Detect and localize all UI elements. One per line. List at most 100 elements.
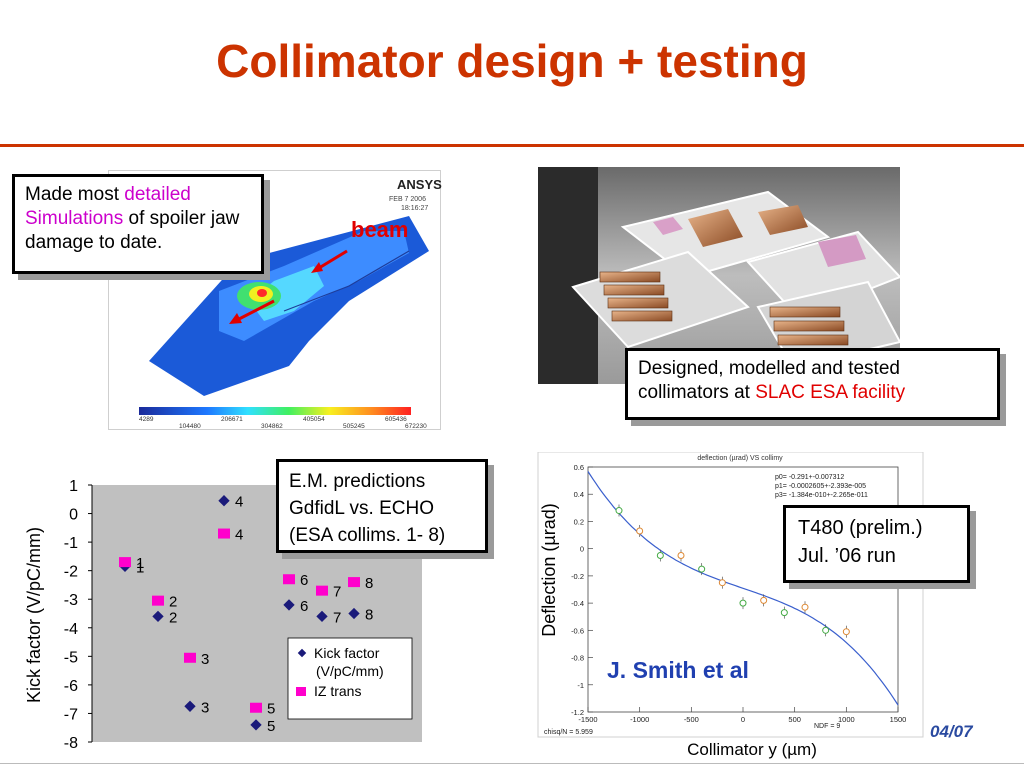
deflection-y-tick-label: 0.2 xyxy=(574,517,584,526)
iz-trans-point-label: 5 xyxy=(267,701,275,718)
colorbar-labels-bottom: 104480 304862 505245 672230 xyxy=(179,423,427,430)
em-callout-line-1: E.M. predictions xyxy=(289,471,426,492)
deflection-point xyxy=(780,609,788,617)
kick-factor-point-label: 1 xyxy=(136,559,144,576)
kick-factor-point xyxy=(316,610,328,623)
em-predictions-callout: E.M. predictions GdfidL vs. ECHO (ESA co… xyxy=(276,459,488,553)
kick-factor-point xyxy=(152,610,164,623)
legend-kick-factor: Kick factor xyxy=(314,645,380,661)
colorbar-label: 405054 xyxy=(303,416,325,423)
deflection-point xyxy=(801,603,809,611)
collimator-jaw-pink-1 xyxy=(653,217,683,235)
collimator-jaw-copper-2 xyxy=(758,205,808,235)
collimator-photo xyxy=(538,167,900,384)
collimator-stack-left xyxy=(599,271,673,322)
kick-y-tick-label: -6 xyxy=(64,678,78,695)
kick-y-tick-label: -2 xyxy=(64,564,78,581)
deflection-y-tick-label: -0.6 xyxy=(571,626,584,635)
deflection-y-tick-label: -1 xyxy=(577,681,584,690)
legend-kick-units: (V/pC/mm) xyxy=(316,663,384,679)
t480-callout-line-2: Jul. ’06 run xyxy=(798,545,896,567)
iz-trans-point xyxy=(152,595,164,606)
beam-arrow-upper xyxy=(318,249,348,270)
ansys-date: FEB 7 2006 xyxy=(389,196,426,203)
slide-title: Collimator design + testing xyxy=(216,35,808,87)
t480-callout-line-1: T480 (prelim.) xyxy=(798,517,923,539)
deflection-x-tick-label: 500 xyxy=(788,715,801,724)
deflection-y-axis-label: Deflection (µrad) xyxy=(539,503,559,636)
kick-y-ticks: 1 0 -1 -2 -3 -4 -5 -6 -7 -8 xyxy=(64,478,92,752)
ansys-logo: ANSYS xyxy=(397,177,442,192)
iz-trans-point-label: 6 xyxy=(300,572,308,589)
kick-legend xyxy=(287,637,413,720)
iz-trans-point-label: 2 xyxy=(169,594,177,611)
deflection-y-tick-label: 0.4 xyxy=(574,490,584,499)
deflection-point xyxy=(760,596,768,604)
kick-factor-point xyxy=(348,607,360,620)
kick-factor-chart: Kick factor (V/pC/mm) 1 0 -1 -2 -3 -4 -5 -6 -7 -8… xyxy=(0,455,430,755)
kick-y-tick-label: -7 xyxy=(64,706,78,723)
footer-date-fragment: 04/07 xyxy=(930,722,973,741)
legend-iz-trans: IZ trans xyxy=(314,683,361,699)
deflection-x-tick-label: -1500 xyxy=(578,715,597,724)
title-divider xyxy=(0,144,1024,147)
kick-factor-point-label: 6 xyxy=(300,598,308,615)
beam-label: beam xyxy=(351,217,408,242)
colorbar-label: 304862 xyxy=(261,423,283,430)
colorbar-label: 505245 xyxy=(343,423,365,430)
plate-edge xyxy=(283,250,410,312)
ndf-label: NDF = 9 xyxy=(814,723,840,730)
deflection-point xyxy=(842,628,850,636)
legend-marker-iz xyxy=(296,687,306,696)
fit-param-p1: p1= -0.0002605+-2.393e-005 xyxy=(775,483,866,490)
colorbar xyxy=(139,407,411,415)
deflection-title: deflection (µrad) VS collimy xyxy=(697,455,783,462)
iz-trans-point xyxy=(316,585,328,596)
beam-arrowhead-lower xyxy=(229,313,242,324)
deflection-y-tick-label: -0.8 xyxy=(571,654,584,663)
chisq-label: chisq/N = 5.959 xyxy=(544,729,593,736)
iz-trans-point-label: 7 xyxy=(333,584,341,601)
colorbar-label: 206671 xyxy=(221,416,243,423)
t480-callout: T480 (prelim.) Jul. ’06 run xyxy=(783,505,970,583)
simulation-callout: Made most detailed Simulations of spoile… xyxy=(12,174,264,274)
legend-marker-kick xyxy=(297,648,307,658)
kick-factor-point-label: 4 xyxy=(235,494,243,511)
deflection-y-tick-label: 0.6 xyxy=(574,463,584,472)
fit-param-p0: p0= -0.291+-0.007312 xyxy=(775,474,844,481)
iz-trans-point xyxy=(250,702,262,713)
citation: J. Smith et al xyxy=(607,657,749,683)
esa-callout-highlight: SLAC ESA facility xyxy=(755,382,906,403)
deflection-x-tick-label: -500 xyxy=(684,715,699,724)
beam-arrow-lower xyxy=(238,299,275,321)
deflection-point xyxy=(656,551,664,559)
deflection-point xyxy=(739,599,747,607)
fit-parameters: p0= -0.291+-0.007312 p1= -0.0002605+-2.3… xyxy=(775,474,868,499)
fit-param-p3: p3= -1.384e-010+-2.265e-011 xyxy=(775,492,868,499)
iz-trans-point xyxy=(184,652,196,663)
deflection-data-marks xyxy=(615,504,850,638)
deflection-chart: deflection (µrad) VS collimy Deflection … xyxy=(530,451,930,762)
deflection-x-tick-label: -1000 xyxy=(630,715,649,724)
em-callout-line-2: GdfidL vs. ECHO xyxy=(289,498,435,519)
deflection-point xyxy=(822,626,830,634)
deflection-ticks: 0.6 0.4 0.2 0 -0.2 -0.4 -0.6 -0.8 -1 -1.2-1500 -10… xyxy=(571,463,906,724)
iz-trans-point-label: 8 xyxy=(365,575,373,592)
iz-trans-point-label: 3 xyxy=(201,651,209,668)
kick-y-tick-label: -3 xyxy=(64,592,78,609)
kick-data-marks: 1 2 3 4 5 6 7 8 1 2 3 4 5 6 7 8 xyxy=(119,494,373,735)
em-callout-line-3: (ESA collims. 1- 8) xyxy=(289,525,446,546)
simulation-callout-text-2: of spoiler jaw damage to date. xyxy=(25,208,240,253)
bottom-border xyxy=(0,763,1024,764)
colorbar-labels-top: 4289 206671 405054 605436 xyxy=(139,416,407,423)
kick-factor-point-label: 3 xyxy=(201,699,209,716)
iz-trans-point xyxy=(218,528,230,539)
kick-factor-point xyxy=(250,719,262,731)
iz-trans-point xyxy=(119,557,131,568)
kick-y-axis-label: Kick factor (V/pC/mm) xyxy=(24,527,44,703)
colorbar-label: 4289 xyxy=(139,416,154,423)
iz-trans-point xyxy=(283,574,295,585)
deflection-y-tick-label: 0 xyxy=(580,545,584,554)
deflection-point xyxy=(636,527,644,535)
deflection-point xyxy=(615,507,623,515)
